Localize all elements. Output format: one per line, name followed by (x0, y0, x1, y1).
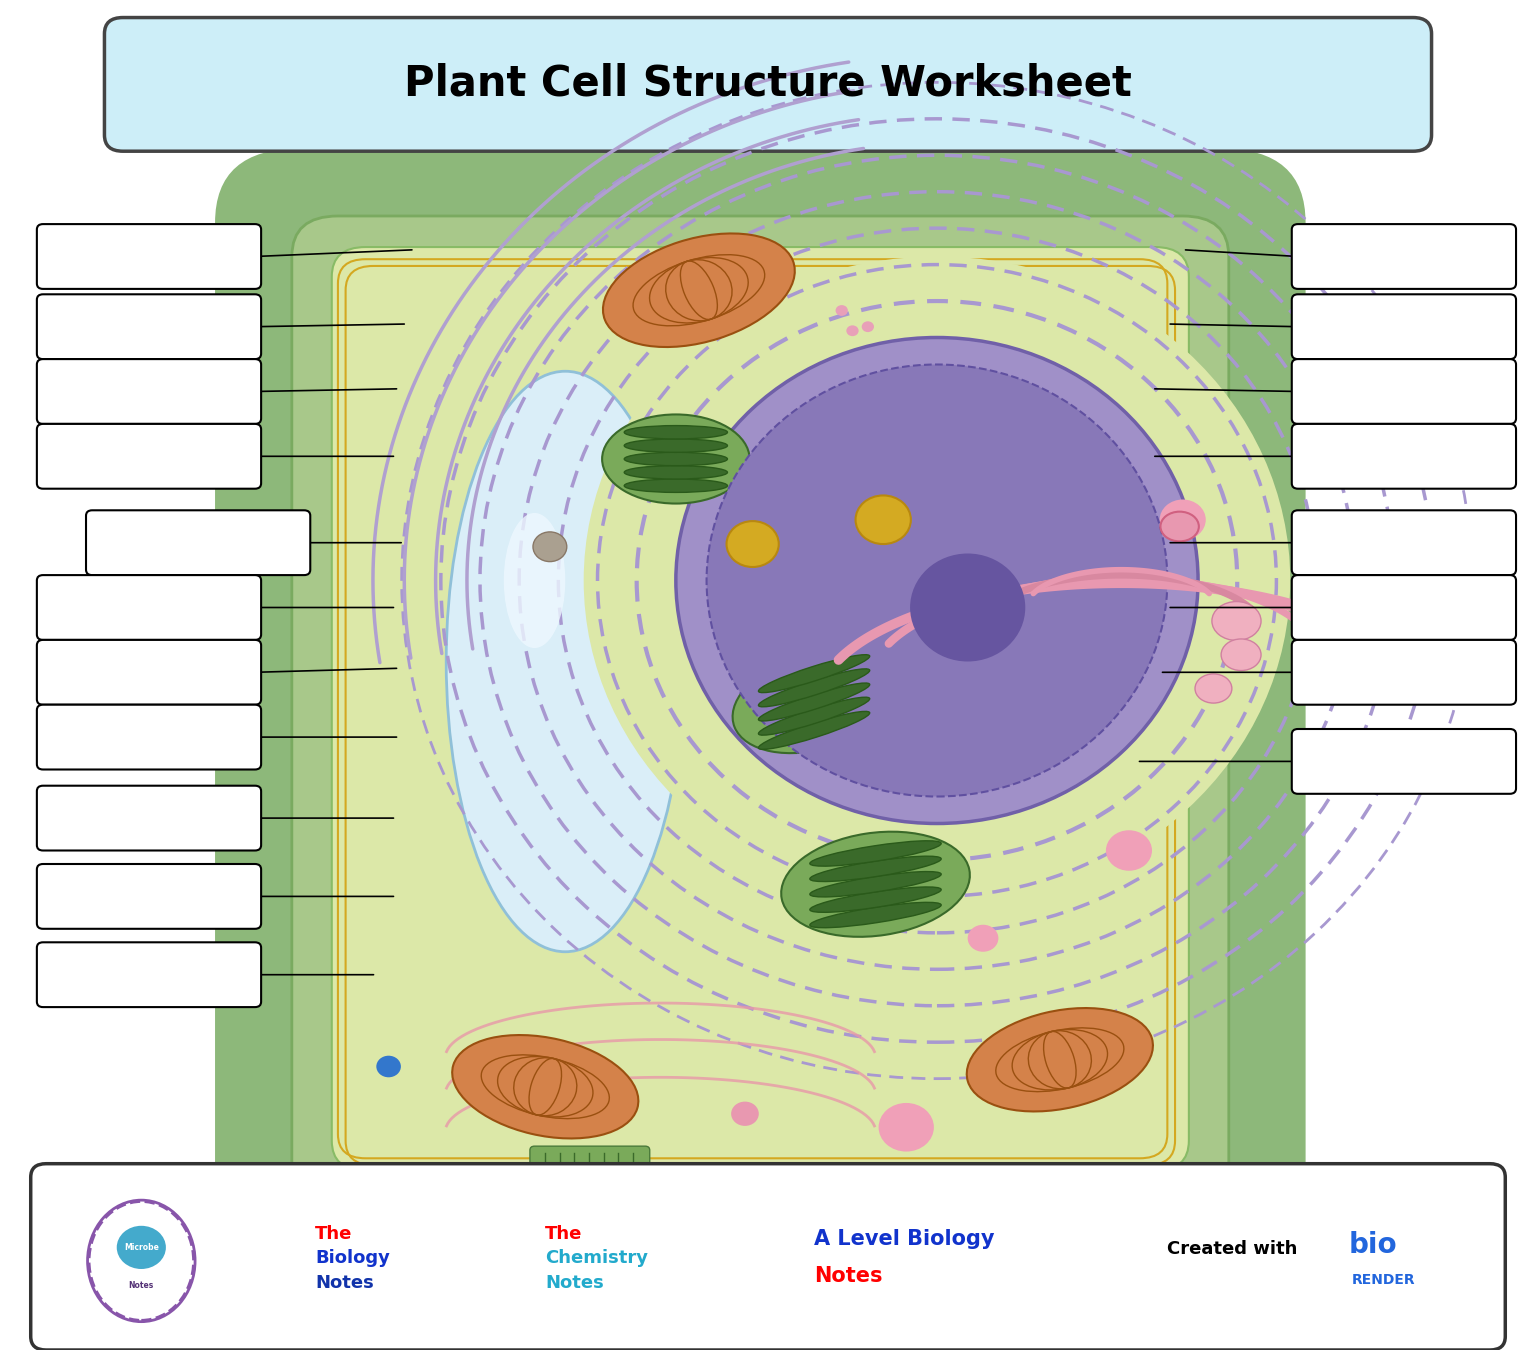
FancyBboxPatch shape (37, 864, 261, 929)
Ellipse shape (727, 521, 779, 567)
Ellipse shape (1160, 500, 1206, 540)
Text: A Level Biology: A Level Biology (814, 1230, 995, 1249)
FancyBboxPatch shape (1292, 294, 1516, 359)
FancyBboxPatch shape (37, 224, 261, 289)
Ellipse shape (862, 321, 874, 332)
FancyBboxPatch shape (292, 216, 1229, 1202)
Ellipse shape (759, 668, 869, 707)
Ellipse shape (836, 305, 848, 316)
FancyBboxPatch shape (37, 786, 261, 850)
Ellipse shape (624, 452, 728, 466)
Ellipse shape (533, 532, 567, 562)
FancyBboxPatch shape (332, 247, 1189, 1170)
Ellipse shape (584, 256, 1290, 904)
Ellipse shape (624, 425, 728, 439)
Ellipse shape (602, 414, 750, 504)
Ellipse shape (1212, 602, 1261, 640)
Ellipse shape (809, 841, 942, 867)
Text: Notes: Notes (315, 1273, 373, 1292)
Ellipse shape (856, 495, 911, 544)
Ellipse shape (1106, 830, 1152, 871)
FancyBboxPatch shape (530, 1146, 650, 1181)
Ellipse shape (88, 1200, 195, 1322)
Text: Notes: Notes (814, 1266, 883, 1285)
Text: The: The (315, 1224, 352, 1243)
FancyBboxPatch shape (104, 18, 1432, 151)
Text: Plant Cell Structure Worksheet: Plant Cell Structure Worksheet (404, 62, 1132, 105)
Ellipse shape (759, 683, 869, 721)
FancyBboxPatch shape (37, 575, 261, 640)
FancyBboxPatch shape (37, 640, 261, 705)
FancyBboxPatch shape (31, 1164, 1505, 1350)
Text: Chemistry: Chemistry (545, 1249, 648, 1268)
Ellipse shape (968, 925, 998, 952)
Ellipse shape (376, 1056, 401, 1077)
Ellipse shape (504, 513, 565, 648)
FancyBboxPatch shape (1292, 640, 1516, 705)
FancyBboxPatch shape (37, 359, 261, 424)
FancyBboxPatch shape (1292, 575, 1516, 640)
Ellipse shape (809, 856, 942, 882)
Ellipse shape (759, 655, 869, 693)
Ellipse shape (452, 1035, 639, 1138)
FancyBboxPatch shape (1292, 424, 1516, 489)
Ellipse shape (604, 234, 794, 347)
Text: Notes: Notes (129, 1281, 154, 1289)
Text: bio: bio (1349, 1231, 1398, 1258)
FancyBboxPatch shape (1292, 224, 1516, 289)
Text: Notes: Notes (545, 1273, 604, 1292)
FancyBboxPatch shape (37, 424, 261, 489)
Ellipse shape (447, 371, 685, 952)
FancyBboxPatch shape (1292, 359, 1516, 424)
Ellipse shape (782, 832, 969, 937)
Ellipse shape (1195, 674, 1232, 703)
Text: Microbe: Microbe (124, 1243, 158, 1251)
Ellipse shape (966, 1008, 1154, 1111)
Ellipse shape (624, 479, 728, 493)
Text: RENDER: RENDER (1352, 1273, 1415, 1287)
Text: The: The (545, 1224, 582, 1243)
Ellipse shape (879, 1103, 934, 1152)
FancyBboxPatch shape (215, 148, 1306, 1269)
Ellipse shape (759, 711, 869, 749)
Ellipse shape (733, 651, 895, 753)
FancyBboxPatch shape (1292, 510, 1516, 575)
Ellipse shape (1221, 639, 1261, 671)
Ellipse shape (624, 466, 728, 479)
Ellipse shape (1161, 512, 1200, 541)
FancyBboxPatch shape (86, 510, 310, 575)
Ellipse shape (117, 1226, 166, 1269)
Ellipse shape (676, 338, 1198, 824)
Ellipse shape (731, 1102, 759, 1126)
Ellipse shape (624, 439, 728, 452)
Ellipse shape (909, 554, 1026, 662)
Ellipse shape (809, 887, 942, 913)
Ellipse shape (846, 325, 859, 336)
FancyBboxPatch shape (37, 294, 261, 359)
Text: Biology: Biology (315, 1249, 390, 1268)
Ellipse shape (759, 697, 869, 736)
Text: Created with: Created with (1167, 1239, 1298, 1258)
FancyBboxPatch shape (1292, 729, 1516, 794)
FancyBboxPatch shape (37, 942, 261, 1007)
FancyBboxPatch shape (37, 705, 261, 770)
Ellipse shape (809, 902, 942, 927)
Ellipse shape (809, 872, 942, 896)
Ellipse shape (707, 364, 1167, 796)
